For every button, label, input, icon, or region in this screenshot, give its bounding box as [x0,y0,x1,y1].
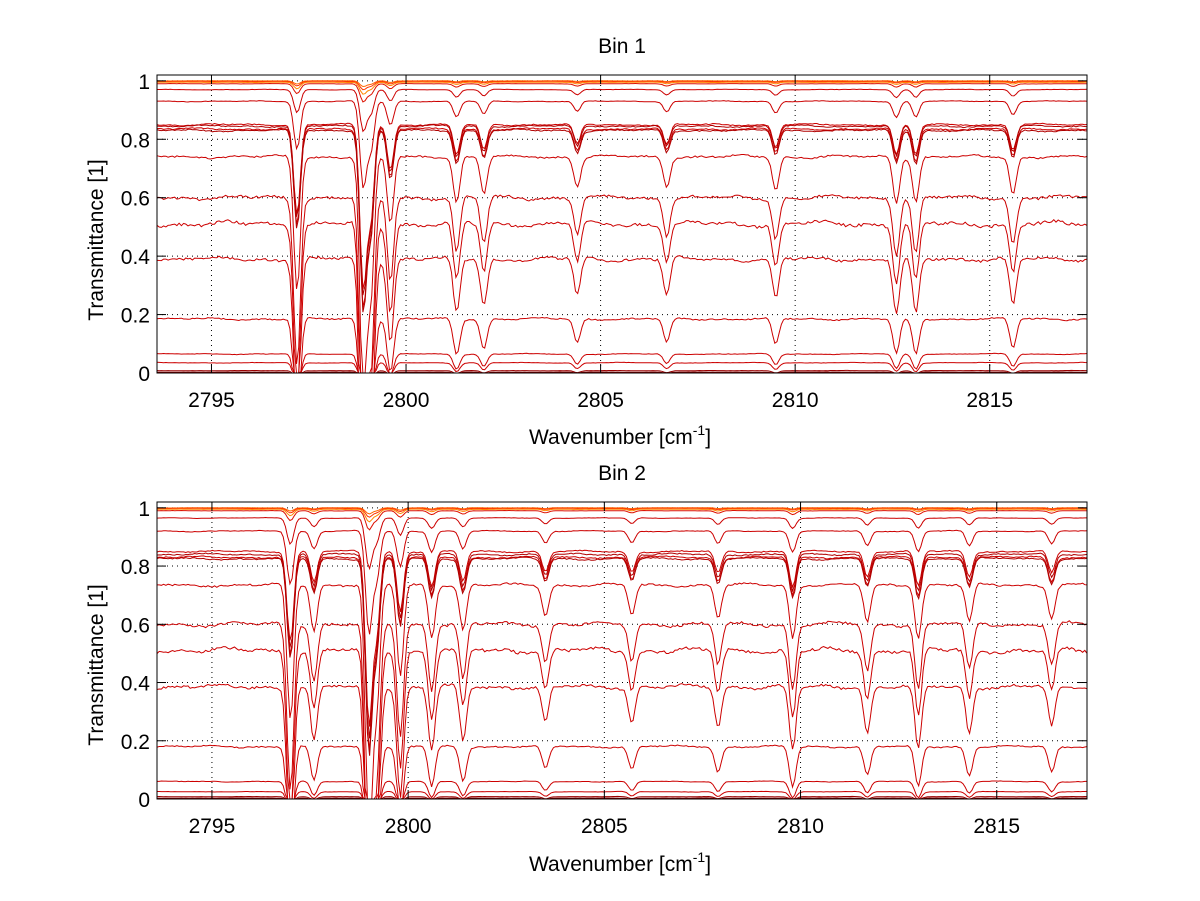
subplot-bin-1: Bin 1 2795 2800 2805 2810 2815 0 0.2 0.4 0.6 0.8 1… [85,35,1088,449]
axes-frame [156,74,1088,374]
chart-title: Bin 2 [598,462,646,485]
series-group [156,80,1088,374]
x-axis-label-close: ] [705,426,711,449]
y-tick-label: 0.6 [121,614,150,637]
series-line [156,509,1087,531]
series-line [156,153,1088,374]
series-group [156,507,1088,800]
series-line [157,88,1088,133]
y-tick-label: 0 [138,363,150,386]
series-line [156,620,1088,800]
y-tick-label: 0.2 [121,305,150,328]
y-tick-label: 0.8 [121,556,150,579]
x-tick-label: 2805 [581,815,628,838]
series-line [156,549,1088,727]
x-tick-label: 2810 [772,389,819,412]
y-tick-label: 0.4 [121,673,151,696]
series-line [156,124,1088,296]
series-line [156,683,1088,800]
y-tick-label: 0.2 [121,731,150,754]
series-line [157,507,1088,518]
series-line [156,82,1087,103]
x-axis-label: Wavenumber [cm-1] [529,849,711,876]
series-line [156,369,1087,374]
x-tick-label: 2795 [188,389,235,412]
x-tick-label: 2805 [577,389,624,412]
series-line [156,352,1088,374]
x-axis-label-superscript: -1 [693,849,706,865]
series-line [156,371,1087,374]
series-line [157,80,1088,91]
series-line [157,194,1088,374]
series-line [157,81,1087,95]
series-line [156,255,1088,374]
x-tick-label: 2795 [189,815,236,838]
series-line [156,556,1088,756]
series-line [156,516,1087,571]
series-line [157,582,1088,800]
x-axis-label-main: Wavenumber [cm [529,853,693,876]
x-tick-label: 2810 [777,815,824,838]
series-line [156,508,1088,523]
y-tick-label: 0.8 [121,129,150,152]
series-line [157,780,1087,800]
y-tick-label: 1 [138,498,150,521]
chart-title: Bin 1 [598,35,646,58]
y-tick-label: 0.6 [121,188,150,211]
series-line [157,790,1088,800]
axes-frame [156,501,1088,800]
y-tick-label: 0.4 [121,246,151,269]
y-tick-label: 0 [138,789,150,812]
series-line [157,100,1088,189]
x-axis-label: Wavenumber [cm-1] [529,422,711,449]
series-line [156,552,1088,739]
x-tick-label: 2800 [383,389,430,412]
ticks: 2795 2800 2805 2810 2815 0 0.2 0.4 0.6 0.8 1 [121,498,1087,838]
series-line [156,361,1088,374]
x-tick-label: 2815 [973,815,1020,838]
x-axis-label-superscript: -1 [693,422,706,438]
series-line [156,645,1088,800]
ticks: 2795 2800 2805 2810 2815 0 0.2 0.4 0.6 0.8 1 [121,71,1087,412]
x-tick-label: 2815 [966,389,1013,412]
series-line [156,122,1088,290]
series-line [156,529,1088,635]
x-axis-label-close: ] [705,853,711,876]
subplot-bin-2: Bin 2 2795 2800 2805 2810 2815 0 0.2 0.4 0.6 0.8 1… [85,462,1088,876]
series-line [156,744,1088,800]
series-line [156,128,1088,313]
y-tick-label: 1 [138,71,150,94]
series-line [156,218,1088,374]
x-tick-label: 2800 [385,815,432,838]
y-axis-label: Transmittance [1] [85,584,108,745]
series-line [156,316,1088,374]
y-axis-label: Transmittance [1] [85,159,108,320]
x-axis-label-main: Wavenumber [cm [529,426,693,449]
